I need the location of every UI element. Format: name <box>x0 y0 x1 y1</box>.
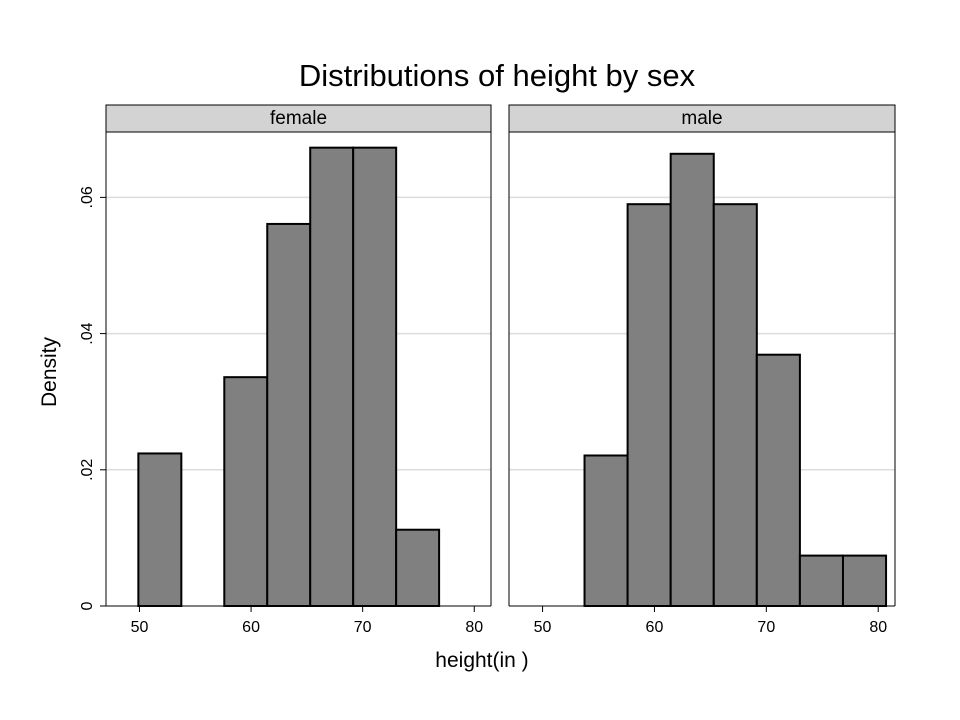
y-tick-label: 0 <box>79 601 96 610</box>
histogram-bar <box>841 554 888 608</box>
histogram-bar <box>137 452 183 607</box>
histogram-bar <box>309 146 355 607</box>
panel-female: female 50 60 70 80 0 .02 .04 .06 <box>79 104 492 636</box>
histogram-bar <box>712 203 758 607</box>
histogram-bar <box>266 222 312 607</box>
chart-title: Distributions of height by sex <box>299 58 696 93</box>
histogram-bar <box>798 554 844 608</box>
histogram-bar <box>755 353 801 607</box>
histogram-bar <box>669 152 715 608</box>
x-tick-label: 70 <box>757 619 775 636</box>
x-tick-label: 50 <box>131 619 149 636</box>
x-axis-title: height(in ) <box>435 649 528 672</box>
histogram-bar <box>352 146 398 607</box>
y-tick-label: .06 <box>79 186 96 208</box>
y-axis-title: Density <box>38 336 61 407</box>
panel-male: male 50 60 70 80 <box>508 104 896 636</box>
x-tick-label: 60 <box>242 619 260 636</box>
x-tick-label: 50 <box>534 619 552 636</box>
histogram-bar <box>223 376 269 608</box>
histogram-bar <box>395 528 441 607</box>
x-tick-label: 80 <box>465 619 483 636</box>
y-tick-label: .04 <box>79 322 96 344</box>
panel-strip <box>508 104 896 133</box>
x-tick-label: 70 <box>354 619 372 636</box>
panel-strip <box>105 104 492 133</box>
x-tick-label: 80 <box>869 619 887 636</box>
panel-label: male <box>681 108 722 129</box>
histogram-bar <box>583 454 629 608</box>
histogram-bar <box>626 203 672 607</box>
x-tick-label: 60 <box>646 619 664 636</box>
y-tick-label: .02 <box>79 459 96 481</box>
panel-label: female <box>270 108 327 129</box>
panels: female 50 60 70 80 0 .02 .04 .06 male 50 60 70 80 <box>79 104 896 636</box>
